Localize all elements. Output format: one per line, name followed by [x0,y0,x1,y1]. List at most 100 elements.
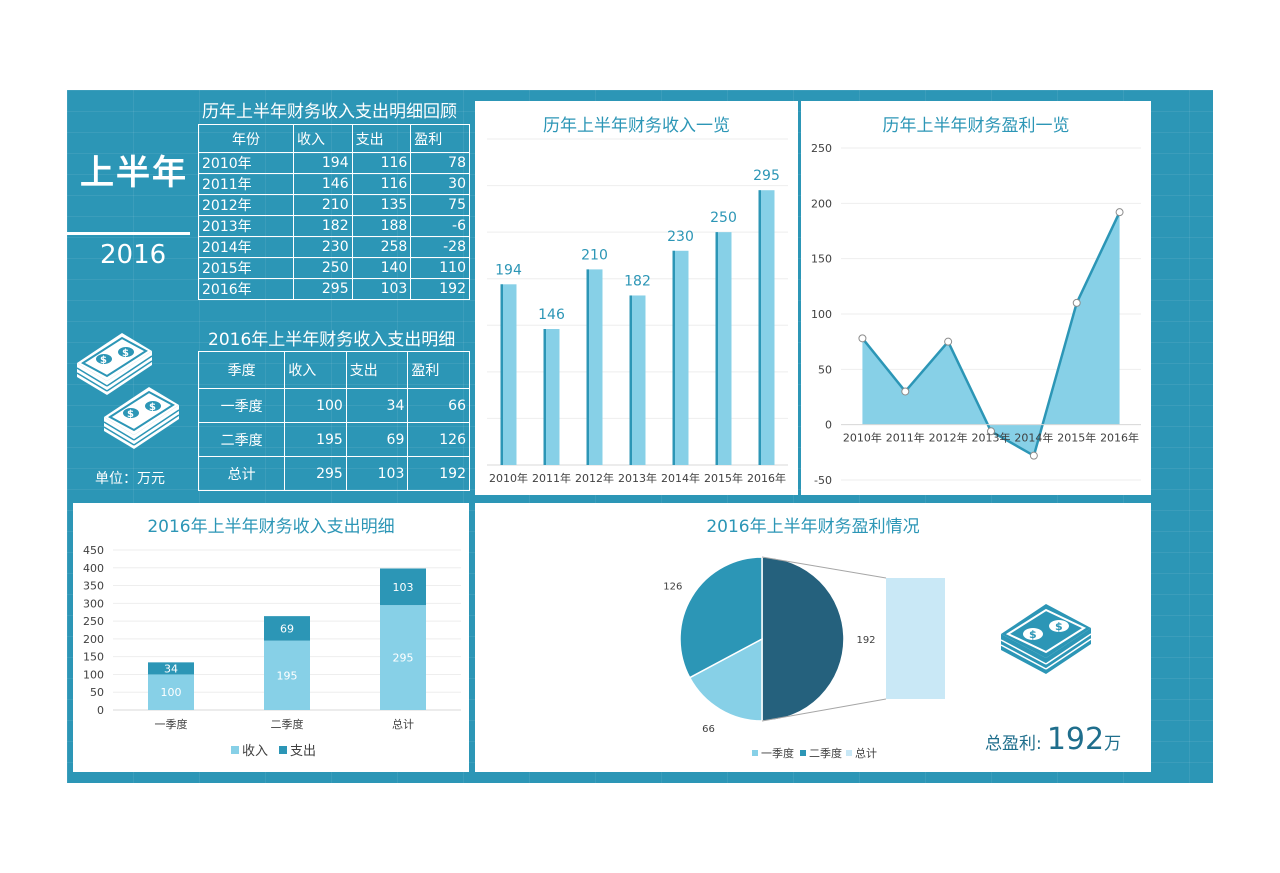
data-point [1115,208,1124,217]
svg-text:$: $ [127,409,134,420]
bar [672,250,689,465]
detail-table-cell: 69 [345,422,409,457]
data-point [1072,298,1081,307]
detail-table-cell: 一季度 [197,388,286,423]
bar-segment [264,640,310,710]
detail-table-header-cell: 季度 [197,351,286,389]
history-table-cell: 110 [410,257,470,279]
history-table-cell: 116 [351,152,412,174]
bar-edge [672,250,675,465]
history-table-row: 2010年 194 116 78 [198,152,470,174]
history-table-cell: 210 [292,194,353,216]
legend-label: 总计 [855,746,877,760]
data-label: 230 [667,229,694,245]
stacked-chart: 0 50 100 150 200 250 300 350 400 450 100 34 一季度 195 69… [83,544,461,759]
history-table-header-cell: 盈利 [410,124,470,153]
bar-edge [543,329,546,465]
svg-text:$: $ [149,402,156,413]
x-tick-label: 2010年 [489,471,528,485]
history-table-cell: 78 [410,152,470,174]
connector-line [761,556,887,579]
history-table-cell: 2011年 [198,173,294,195]
legend-swatch [752,750,758,756]
bar-segment [148,674,194,710]
history-table-cell: 295 [292,278,353,300]
data-label: 295 [753,168,780,184]
legend-label: 支出 [290,744,316,759]
bar [629,295,646,465]
svg-text:$: $ [122,348,129,359]
history-table-row: 2012年 210 135 75 [198,194,470,216]
data-label: 182 [624,273,651,289]
history-table-cell: -6 [410,215,470,237]
bar [758,190,775,465]
x-tick-label: 2016年 [1100,431,1139,445]
svg-text:$: $ [1029,628,1037,641]
total-profit: 总盈利: 192万 [985,722,1121,757]
detail-table-cell: 192 [407,456,470,491]
history-table: 年份 收入 支出 盈利 2010年 194 116 78 2011年 146 116 30 2012年 2… [198,124,470,300]
data-label: 126 [663,582,682,593]
data-label: 100 [161,686,182,699]
detail-table-cell: 总计 [197,456,286,491]
data-label: 192 [856,635,875,646]
detail-table-row: 一季度 100 34 66 [197,388,470,423]
history-table-cell: 192 [410,278,470,300]
legend-swatch [800,750,806,756]
income-chart-panel: 历年上半年财务收入一览 194 2010年 146 2011年 210 2012年 182 2… [475,101,798,495]
bar-segment [148,662,194,675]
y-tick-label: 0 [825,419,832,432]
history-table-cell: 75 [410,194,470,216]
data-label: 66 [702,724,715,735]
detail-table-header-cell: 支出 [345,351,409,389]
x-tick-label: 2014年 [1014,431,1053,445]
data-point [944,337,953,346]
history-table-cell: 103 [351,278,412,300]
data-point [901,387,910,396]
y-tick-label: 300 [83,597,104,610]
y-tick-label: 100 [83,668,104,681]
bar [543,329,560,465]
legend-swatch [231,746,239,754]
detail-table: 季度 收入 支出 盈利 一季度 100 34 66 二季度 195 69 126 总计 295 103 192 [197,351,470,491]
pie-chart-panel: 2016年上半年财务盈利情况 192 66 126 一季度 二季度 总计 $ $ [475,503,1151,772]
pie-slice [761,556,845,722]
detail-table-cell: 295 [284,456,347,491]
history-table-cell: 2016年 [198,278,294,300]
history-table-cell: 140 [351,257,412,279]
history-table-cell: 258 [351,236,412,258]
x-tick-label: 2011年 [886,431,925,445]
pie-chart-title: 2016年上半年财务盈利情况 [706,517,920,537]
history-table-header-cell: 年份 [198,124,294,153]
detail-table-cell: 二季度 [197,422,286,457]
history-table-row: 2011年 146 116 30 [198,173,470,195]
detail-table-row: 总计 295 103 192 [197,456,470,491]
data-label: 34 [164,662,178,675]
x-tick-label: 2013年 [618,471,657,485]
y-tick-label: 0 [97,704,104,717]
stacked-chart-panel: 2016年上半年财务收入支出明细 0 50 100 150 200 250 300 350 40… [73,503,469,772]
detail-table-cell: 126 [407,422,470,457]
y-tick-label: 250 [83,615,104,628]
y-tick-label: 200 [83,633,104,646]
history-table-cell: 182 [292,215,353,237]
y-tick-label: 350 [83,580,104,593]
history-table-header-cell: 收入 [292,124,353,153]
year-label: 2016 [100,240,167,270]
data-label: 103 [393,581,414,594]
svg-text:$: $ [100,355,107,366]
legend-swatch [279,746,287,754]
bar-edge [715,232,718,465]
x-tick-label: 2012年 [575,471,614,485]
history-table-title: 历年上半年财务收入支出明细回顾 [202,102,457,122]
history-table-cell: 2015年 [198,257,294,279]
x-tick-label: 2011年 [532,471,571,485]
pie-slice [679,556,763,679]
legend-label: 一季度 [761,746,794,760]
history-table-cell: 146 [292,173,353,195]
income-chart: 194 2010年 146 2011年 210 2012年 182 2013年 230 2014年… [487,138,788,485]
y-tick-label: 50 [90,686,104,699]
detail-table-cell: 103 [345,456,409,491]
total-profit-value: 192 [1046,722,1105,757]
history-table-cell: 2013年 [198,215,294,237]
